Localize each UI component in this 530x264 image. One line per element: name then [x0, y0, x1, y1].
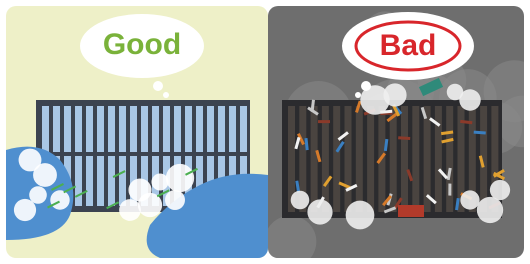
page: Good Bad (() => { const data = JSON.pars…: [0, 0, 530, 264]
foam-puff: [119, 199, 141, 221]
bad-label: Bad: [380, 29, 437, 62]
slot: [446, 106, 453, 212]
foam-puff: [459, 89, 480, 110]
slot: [345, 106, 352, 212]
foam-puff: [14, 199, 36, 221]
foam-puff: [29, 186, 47, 204]
trash: [448, 184, 451, 196]
slot: [356, 106, 363, 212]
slot: [333, 106, 340, 212]
foam-puff: [33, 163, 57, 187]
slot: [311, 106, 318, 212]
bubble-dot: [153, 81, 163, 91]
slot: [401, 106, 408, 212]
bubble-dot: [163, 92, 169, 98]
box: [398, 205, 424, 217]
foam-puff: [383, 83, 406, 106]
bar: [36, 152, 250, 156]
bubble-dot: [361, 81, 371, 91]
foam-puff: [477, 197, 503, 223]
foam-puff: [151, 173, 168, 190]
foam-puff: [291, 191, 310, 210]
foam-puff: [166, 164, 194, 192]
foam-puff: [307, 199, 332, 224]
foam-puff: [165, 190, 185, 210]
illustration: Good Bad: [0, 0, 530, 264]
foam-puff: [460, 190, 479, 209]
slot: [412, 106, 419, 212]
bubble-dot: [355, 92, 361, 98]
slot: [367, 106, 374, 212]
foam-puff: [50, 190, 69, 209]
trash: [318, 120, 330, 123]
good-label: Good: [103, 28, 181, 61]
foam-puff: [346, 201, 375, 230]
foam-puff: [490, 180, 510, 200]
